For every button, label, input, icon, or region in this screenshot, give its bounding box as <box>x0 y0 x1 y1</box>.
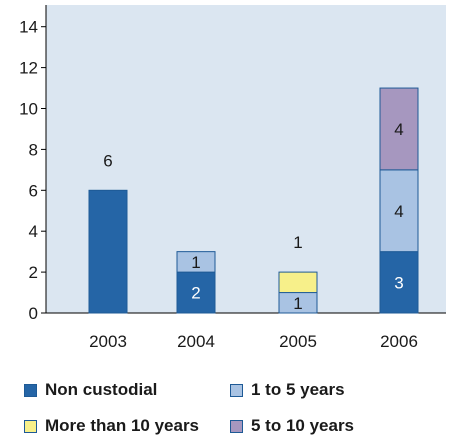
legend-item-1-to-5-years: 1 to 5 years <box>230 380 345 400</box>
x-tick-label: 2005 <box>279 332 317 351</box>
bar-value-label: 2 <box>191 284 200 303</box>
bar-value-label: 4 <box>394 120 403 139</box>
y-tick-label: 6 <box>29 181 38 200</box>
legend-item-more-than-10-years: More than 10 years <box>24 416 199 436</box>
x-tick-label: 2004 <box>177 332 215 351</box>
legend-swatch-1-to-5-years <box>230 383 243 397</box>
y-axis-ticks: 0 2 4 6 8 10 12 14 <box>19 18 46 323</box>
legend-item-non-custodial: Non custodial <box>24 380 157 400</box>
bars <box>88 87 419 314</box>
y-tick-label: 8 <box>29 140 38 159</box>
bar-labels: 6 2 1 1 1 3 4 4 <box>103 120 403 313</box>
legend-label-non-custodial: Non custodial <box>45 380 158 399</box>
x-tick-label: 2003 <box>89 332 127 351</box>
legend-label-5-to-10-years: 5 to 10 years <box>251 416 355 435</box>
legend-swatch-non-custodial <box>24 383 37 397</box>
bar-value-label: 3 <box>394 273 403 292</box>
legend-item-5-to-10-years: 5 to 10 years <box>230 416 354 436</box>
y-tick-label: 4 <box>29 222 38 241</box>
legend-label-more-than-10-years: More than 10 years <box>45 416 200 435</box>
bar-segment <box>88 189 128 314</box>
x-tick-label: 2006 <box>380 332 418 351</box>
bar-value-label: 1 <box>191 253 200 272</box>
bar-total-label: 1 <box>293 233 302 252</box>
bar-segment <box>176 251 216 273</box>
bar-segment <box>379 251 419 314</box>
bar-total-label: 6 <box>103 151 112 170</box>
x-axis-ticks: 2003 2004 2005 2006 <box>89 332 418 351</box>
bar-value-label: 4 <box>394 202 403 221</box>
bar-segment <box>379 87 419 171</box>
y-tick-label: 0 <box>29 304 38 323</box>
legend-swatch-more-than-10-years <box>24 419 37 433</box>
y-tick-label: 14 <box>19 18 38 37</box>
y-tick-label: 10 <box>19 100 38 119</box>
bar-value-label: 1 <box>293 294 302 313</box>
legend-swatch-5-to-10-years <box>230 419 243 433</box>
y-tick-label: 2 <box>29 263 38 282</box>
legend-label-1-to-5-years: 1 to 5 years <box>251 380 345 399</box>
bar-segment <box>176 271 216 314</box>
y-tick-label: 12 <box>19 59 38 78</box>
bar-segment <box>278 271 318 294</box>
